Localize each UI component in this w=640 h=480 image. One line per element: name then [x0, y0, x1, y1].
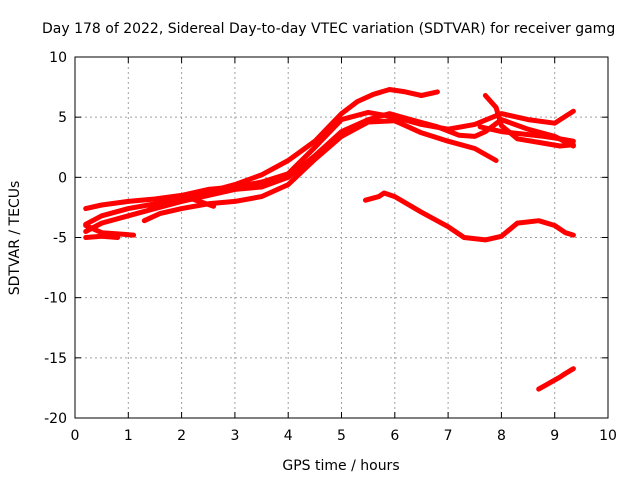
y-tick-label: 10: [49, 50, 67, 66]
x-tick-label: 1: [124, 428, 133, 444]
x-tick-label: 5: [337, 428, 346, 444]
series-track-1: [83, 87, 440, 227]
data-series: [83, 87, 576, 392]
x-tick-label: 4: [284, 428, 293, 444]
series-track-9: [477, 124, 576, 144]
y-tick-label: -20: [44, 411, 67, 427]
x-tick-label: 2: [177, 428, 186, 444]
series-track-7: [147, 196, 217, 209]
series-track-8: [482, 93, 576, 149]
y-tick-label: -15: [44, 351, 67, 367]
x-tick-label: 7: [444, 428, 453, 444]
x-tick-label: 0: [71, 428, 80, 444]
x-axis-label: GPS time / hours: [282, 458, 399, 474]
y-tick-label: -5: [53, 231, 67, 247]
y-tick-label: 0: [58, 170, 67, 186]
series-track-6: [141, 118, 499, 224]
series-track-5: [83, 233, 121, 240]
x-tick-label: 6: [390, 428, 399, 444]
series-track-11: [536, 366, 576, 392]
y-axis-label: SDTVAR / TECUs: [7, 181, 23, 296]
x-tick-label: 3: [230, 428, 239, 444]
series-track-10: [363, 190, 576, 243]
series-track-3: [83, 111, 576, 234]
series-track-4: [83, 223, 137, 238]
x-tick-label: 10: [599, 428, 617, 444]
x-tick-label: 9: [550, 428, 559, 444]
x-tick-label: 8: [497, 428, 506, 444]
y-tick-label: 5: [58, 110, 67, 126]
chart-title: Day 178 of 2022, Sidereal Day-to-day VTE…: [42, 21, 615, 37]
y-tick-label: -10: [44, 291, 67, 307]
axis-ticks: 0 1 2 3 4 5 6 7 8 9 10 10 5 0 -5 -10 -15 -20: [44, 50, 617, 444]
